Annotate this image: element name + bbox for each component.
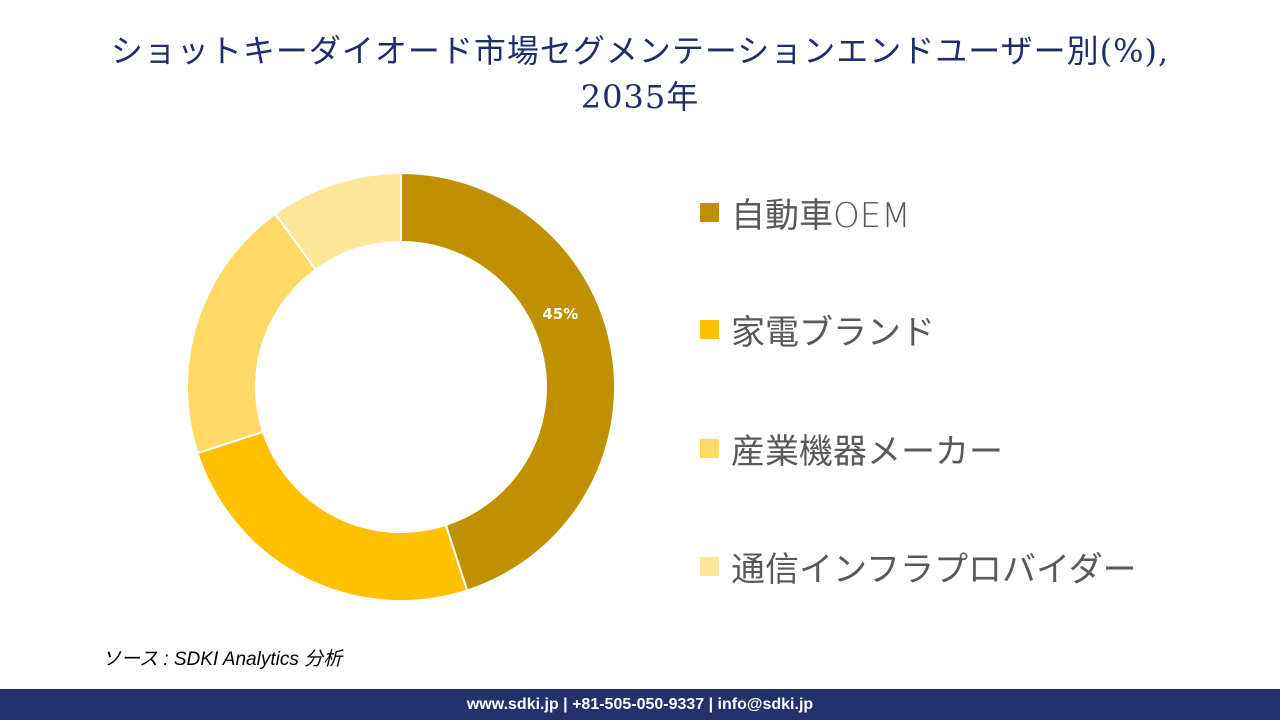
legend-swatch [700,557,719,576]
donut-chart-svg: 45% [186,171,616,602]
legend-label: 通信インフラプロバイダー [731,550,1137,590]
legend-swatch [700,320,719,339]
chart-title: ショットキーダイオード市場セグメンテーションエンドユーザー別(%), 2035年 [0,28,1280,120]
legend-swatch [700,203,719,222]
footer-contact-bar: www.sdki.jp | +81-505-050-9337 | info@sd… [0,689,1280,720]
legend-label: 産業機器メーカー [731,432,1003,472]
chart-title-line2: 2035年 [580,78,700,116]
legend-label: 家電ブランド [731,313,935,353]
legend-label: 自動車OEM [731,196,911,236]
legend-item-automotive-oem: 自動車OEM [700,188,911,237]
donut-slice [400,171,616,592]
donut-chart: 45% [180,160,630,610]
donut-slice [273,171,402,272]
source-note: ソース : SDKI Analytics 分析 [102,649,343,670]
chart-title-line1: ショットキーダイオード市場セグメンテーションエンドユーザー別(%), [110,32,1170,70]
donut-slice [196,430,469,602]
legend-item-industrial-equipment: 産業機器メーカー [700,424,1003,473]
legend-item-consumer-electronics: 家電ブランド [700,305,935,354]
donut-slice [186,212,318,455]
legend-swatch [700,439,719,458]
legend-item-telecom-infrastructure: 通信インフラプロバイダー [700,542,1137,591]
slice-data-label: 45% [542,305,578,323]
